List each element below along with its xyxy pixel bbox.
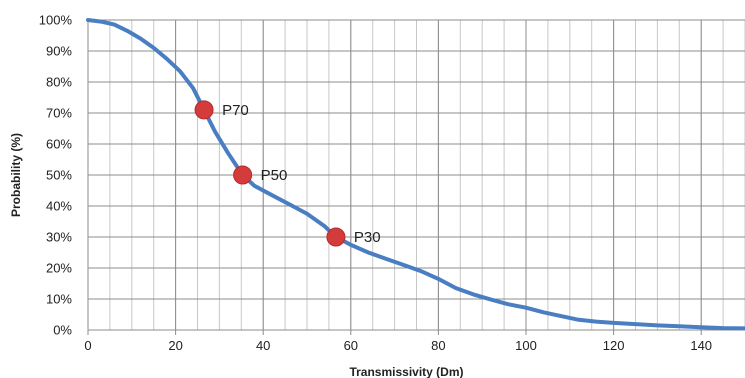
point-label-p50: P50 [261, 167, 288, 184]
x-tick-label: 20 [168, 338, 182, 353]
point-label-p70: P70 [222, 102, 249, 119]
axes [87, 20, 745, 335]
y-axis-title: Probability (%) [9, 133, 23, 217]
y-tick-label: 90% [46, 44, 72, 59]
x-tick-label: 40 [256, 338, 270, 353]
point-label-p30: P30 [354, 229, 381, 246]
y-tick-label: 20% [46, 261, 72, 276]
y-tick-label: 80% [46, 75, 72, 90]
x-tick-label: 80 [431, 338, 445, 353]
x-tick-label: 60 [344, 338, 358, 353]
x-tick-label: 0 [84, 338, 91, 353]
y-tick-labels: 0% 10% 20% 30% 40% 50% 60% 70% 80% 90% 100% [39, 13, 73, 338]
series-layer [86, 18, 745, 331]
point-marker-p50 [233, 165, 253, 185]
points-layer: P70 P50 P30 [194, 100, 381, 247]
y-tick-label: 70% [46, 106, 72, 121]
x-axis-title: Transmissivity (Dm) [349, 365, 463, 378]
x-tick-label: 120 [603, 338, 625, 353]
x-tick-label: 100 [515, 338, 537, 353]
y-tick-label: 30% [46, 230, 72, 245]
y-tick-label: 60% [46, 137, 72, 152]
y-tick-label: 100% [39, 13, 73, 28]
y-tick-label: 10% [46, 292, 72, 307]
point-marker-p30 [326, 227, 346, 247]
y-tick-label: 0% [53, 323, 72, 338]
y-tick-label: 50% [46, 168, 72, 183]
point-marker-p70 [194, 100, 214, 120]
probability-curve [86, 18, 745, 331]
x-tick-labels: 0 20 40 60 80 100 120 140 [84, 338, 712, 353]
x-tick-label: 140 [690, 338, 712, 353]
y-tick-label: 40% [46, 199, 72, 214]
